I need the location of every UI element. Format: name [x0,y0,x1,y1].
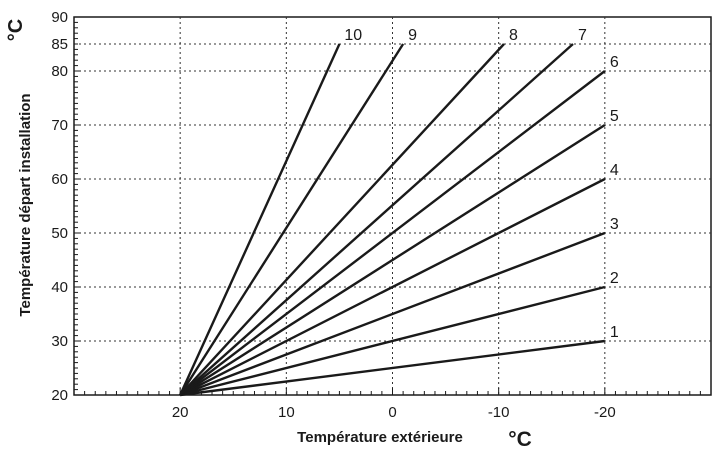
y-axis-title: Température départ installation [17,93,34,316]
series-line-9 [179,43,405,396]
series-line-6 [179,70,606,396]
y-tick-label: 50 [51,225,68,242]
x-tick-label: -20 [594,404,616,421]
x-tick-label: 0 [388,404,396,421]
series-line-1 [180,339,605,397]
x-tick-label: 20 [172,404,189,421]
y-tick-label: 85 [51,36,68,53]
curve-label-6: 6 [610,54,619,71]
y-tick-label: 40 [51,279,68,296]
series-line-2 [179,285,606,397]
curve-label-9: 9 [408,27,417,44]
series-line-3 [179,231,606,397]
series-line-4 [179,177,606,397]
x-tick-label: -10 [488,404,510,421]
y-tick-label: 70 [51,117,68,134]
curve-label-10: 10 [344,27,362,44]
curve-label-1: 1 [610,324,619,341]
curve-label-7: 7 [578,27,587,44]
y-tick-label: 20 [51,387,68,404]
y-tick-label: 60 [51,171,68,188]
y-tick-label: 30 [51,333,68,350]
y-tick-label: 90 [51,9,68,26]
curve-labels: 1 2 3 4 5 6 7 8 9 10 [344,27,618,341]
series-lines [179,43,606,397]
y-axis-ticks: 20 30 40 50 60 70 80 85 90 [51,9,81,404]
series-line-5 [179,123,606,397]
curve-label-2: 2 [610,270,619,287]
curve-label-3: 3 [610,216,619,233]
x-axis-unit: °C [508,428,532,451]
curve-label-5: 5 [610,108,619,125]
series-line-10 [179,43,341,396]
y-axis-unit: °C [5,19,27,41]
x-axis-title: Température extérieure [297,429,463,446]
y-tick-label: 80 [51,63,68,80]
series-line-7 [179,43,574,396]
x-tick-label: 10 [278,404,295,421]
curve-label-8: 8 [509,27,518,44]
x-axis-ticks: 20 10 0 -10 -20 [73,388,712,421]
curve-label-4: 4 [610,162,619,179]
series-line-8 [179,43,505,396]
